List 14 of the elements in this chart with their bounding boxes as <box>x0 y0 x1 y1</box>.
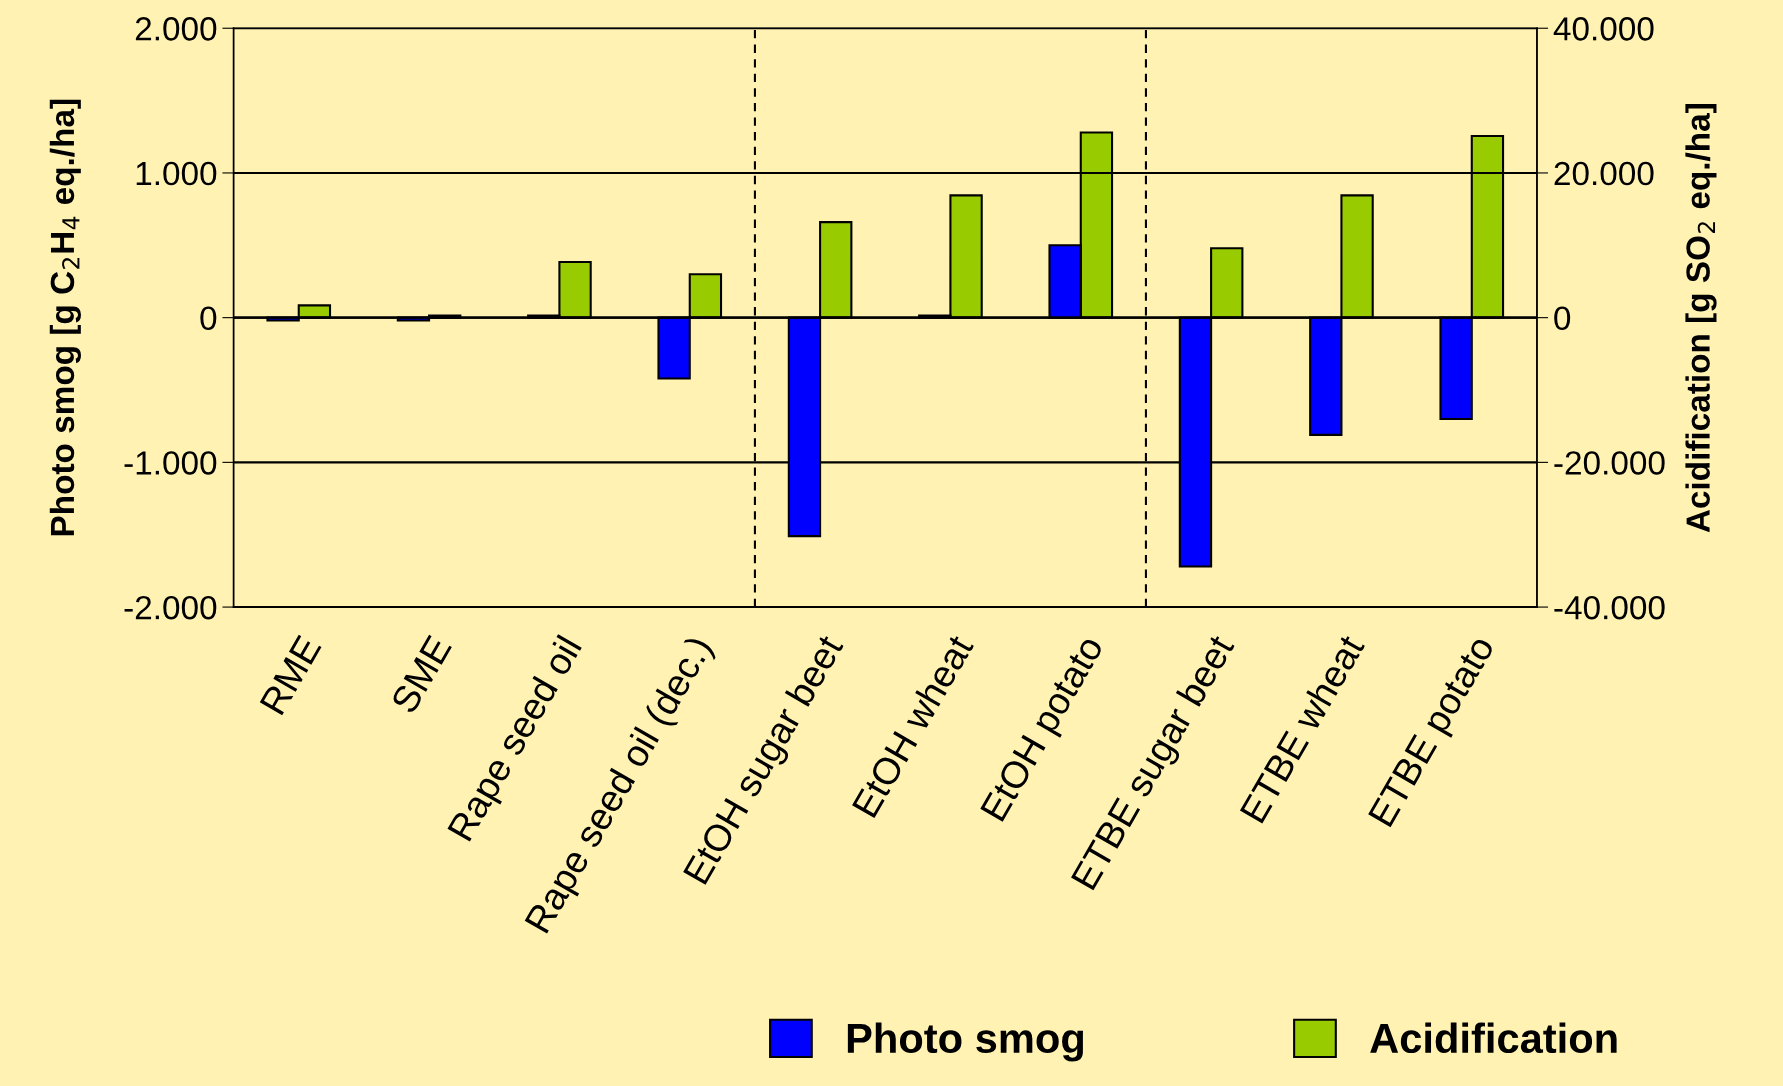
y2-tick-label: 20.000 <box>1554 161 1654 186</box>
legend-label: Photo smog <box>847 1022 1084 1062</box>
y2-tick-label: -40.000 <box>1554 595 1665 620</box>
y-tick-label: 0 <box>200 306 217 331</box>
y-tick-label: -1.000 <box>124 451 217 475</box>
legend-label: Acidification <box>1370 1022 1617 1054</box>
y-tick-label: 1.000 <box>136 161 217 186</box>
y-axis-title: Photo smog [g C$_{2}$H$_{4}$ eq./ha] <box>49 99 81 536</box>
y2-tick-label: -20.000 <box>1554 451 1665 475</box>
y2-tick-label: 40.000 <box>1553 17 1654 41</box>
y2-tick-label: 0 <box>1554 306 1571 331</box>
y2-axis-title: Acidification [g SO$_{2}$ eq./ha] <box>1685 104 1717 533</box>
y-tick-label: -2.000 <box>124 595 217 620</box>
y-tick-label: 2.000 <box>135 17 217 41</box>
